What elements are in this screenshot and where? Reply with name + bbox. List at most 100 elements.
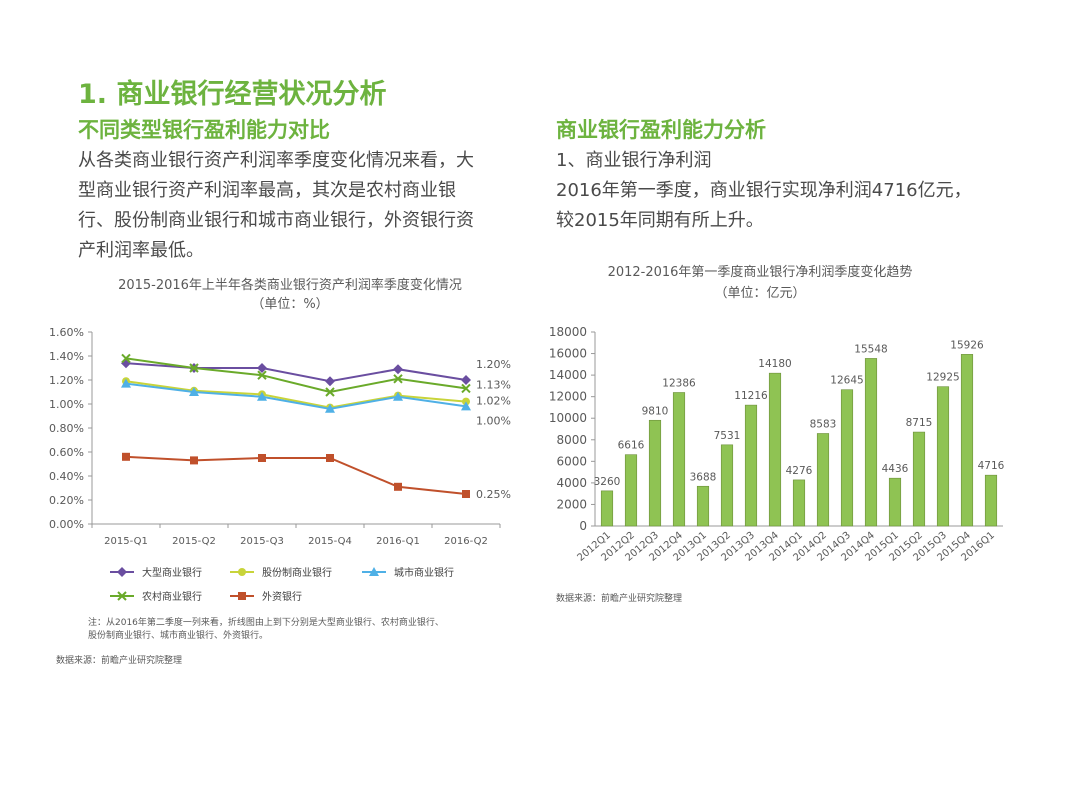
y-tick-label: 6000 <box>556 454 587 468</box>
left-paragraph-line: 产利润率最低。 <box>78 240 204 261</box>
bar-value-label: 3688 <box>690 471 717 483</box>
data-point <box>393 364 403 375</box>
bar <box>912 431 926 527</box>
y-tick-label: 1.40% <box>49 350 84 363</box>
x-tick-label: 2015-Q2 <box>172 536 216 547</box>
series-line <box>125 357 467 394</box>
bar <box>672 392 686 527</box>
y-tick-label: 1.20% <box>49 374 84 387</box>
bar <box>816 433 830 527</box>
data-point <box>325 376 335 387</box>
right-paragraph-line: 较2015年同期有所上升。 <box>556 210 764 231</box>
y-tick-label: 1.00% <box>49 398 84 411</box>
marker-stroke <box>121 353 131 364</box>
bar-value-label: 15548 <box>854 343 887 355</box>
x-tick-label: 2016-Q2 <box>444 536 488 547</box>
bar <box>936 386 950 527</box>
y-tick-label: 0.80% <box>49 422 84 435</box>
left-paragraph-line: 行、股份制商业银行和城市商业银行，外资银行资 <box>78 210 474 231</box>
y-tick-label: 16000 <box>549 347 587 361</box>
right-source: 数据来源：前瞻产业研究院整理 <box>556 594 683 604</box>
legend-marker <box>238 568 246 576</box>
legend-label: 外资银行 <box>262 590 302 603</box>
bar <box>648 419 662 527</box>
right-paragraph-line: 2016年第一季度，商业银行实现净利润4716亿元， <box>556 180 972 201</box>
left-paragraph-line: 从各类商业银行资产利润率季度变化情况来看，大 <box>78 150 474 171</box>
right-chart-unit: （单位：亿元） <box>714 286 806 301</box>
data-point <box>462 490 470 498</box>
data-point <box>461 375 471 385</box>
y-tick-label: 0.40% <box>49 470 84 483</box>
data-point <box>122 452 130 461</box>
y-tick-label: 1.60% <box>49 326 84 339</box>
bar-value-label: 8583 <box>810 418 837 430</box>
data-point <box>121 353 131 364</box>
bar-value-label: 15926 <box>950 339 984 351</box>
bar <box>792 479 806 527</box>
left-paragraph-line: 型商业银行资产利润率最高，其次是农村商业银 <box>78 180 456 201</box>
data-point <box>257 363 267 373</box>
legend-marker <box>369 567 379 576</box>
legend-marker <box>117 591 127 601</box>
bar-value-label: 12645 <box>830 375 863 387</box>
y-tick-label: 4000 <box>556 476 587 490</box>
left-heading: 不同类型银行盈利能力对比 <box>78 118 330 142</box>
marker-stroke <box>325 387 335 397</box>
data-point <box>189 387 199 396</box>
series-4: 1.13% <box>121 353 511 397</box>
end-value-label: 1.20% <box>476 358 511 371</box>
legend-label: 股份制商业银行 <box>262 566 332 579</box>
series-5: 0.25% <box>122 452 511 501</box>
marker-stroke <box>189 363 199 373</box>
bar-value-label: 7531 <box>714 430 741 442</box>
data-point <box>189 363 199 373</box>
left-source: 数据来源：前瞻产业研究院整理 <box>56 656 183 666</box>
marker-stroke <box>117 591 127 601</box>
main-title: 1. 商业银行经营状况分析 <box>78 79 387 110</box>
end-value-label: 1.00% <box>476 414 511 427</box>
legend-item: 外资银行 <box>230 590 302 603</box>
right-subheading: 1、商业银行净利润 <box>556 150 712 171</box>
data-point <box>121 378 131 388</box>
series-1: 1.20% <box>121 358 511 387</box>
legend-item: 股份制商业银行 <box>230 566 332 579</box>
data-point <box>461 401 471 411</box>
data-point <box>190 456 198 465</box>
legend-marker <box>117 567 127 577</box>
bar <box>864 358 878 527</box>
bar-value-label: 11216 <box>734 390 768 402</box>
legend-label: 农村商业银行 <box>142 590 202 603</box>
bar <box>840 389 854 527</box>
marker-stroke <box>393 374 403 384</box>
data-point <box>393 391 403 401</box>
legend-item: 大型商业银行 <box>110 566 202 579</box>
note-line: 注：从2016年第二季度一列来看，折线图由上到下分别是大型商业银行、农村商业银行… <box>88 618 444 628</box>
series-3: 1.00% <box>121 378 511 427</box>
bar <box>768 372 782 527</box>
end-value-label: 1.13% <box>476 378 511 391</box>
x-tick-label: 2015-Q4 <box>308 536 352 547</box>
x-tick-label: 2015-Q3 <box>240 536 284 547</box>
bar-value-label: 4436 <box>882 463 909 475</box>
right-chart-title: 2012-2016年第一季度商业银行净利润季度变化趋势 <box>607 265 913 280</box>
marker-stroke <box>461 383 471 394</box>
end-value-label: 0.25% <box>476 488 511 501</box>
bar-value-label: 12386 <box>662 378 696 390</box>
marker-stroke <box>257 370 267 380</box>
left-paragraph: 从各类商业银行资产利润率季度变化情况来看，大 型商业银行资产利润率最高，其次是农… <box>78 146 518 266</box>
bar <box>984 474 998 527</box>
legend-item: 城市商业银行 <box>362 566 454 579</box>
left-chart-unit: （单位：%） <box>251 297 329 312</box>
legend-label: 大型商业银行 <box>142 566 202 579</box>
data-point <box>257 370 267 380</box>
bar-value-label: 6616 <box>618 440 645 452</box>
bar-value-label: 3260 <box>594 476 621 488</box>
bar-value-label: 8715 <box>906 417 933 429</box>
legend-marker <box>238 592 246 600</box>
y-tick-label: 0 <box>579 519 587 533</box>
bar-value-label: 4276 <box>786 465 813 477</box>
bar-value-label: 9810 <box>642 405 669 417</box>
bar-value-label: 14180 <box>758 358 791 370</box>
series-line <box>125 455 467 495</box>
bar-value-label: 4716 <box>978 460 1005 472</box>
